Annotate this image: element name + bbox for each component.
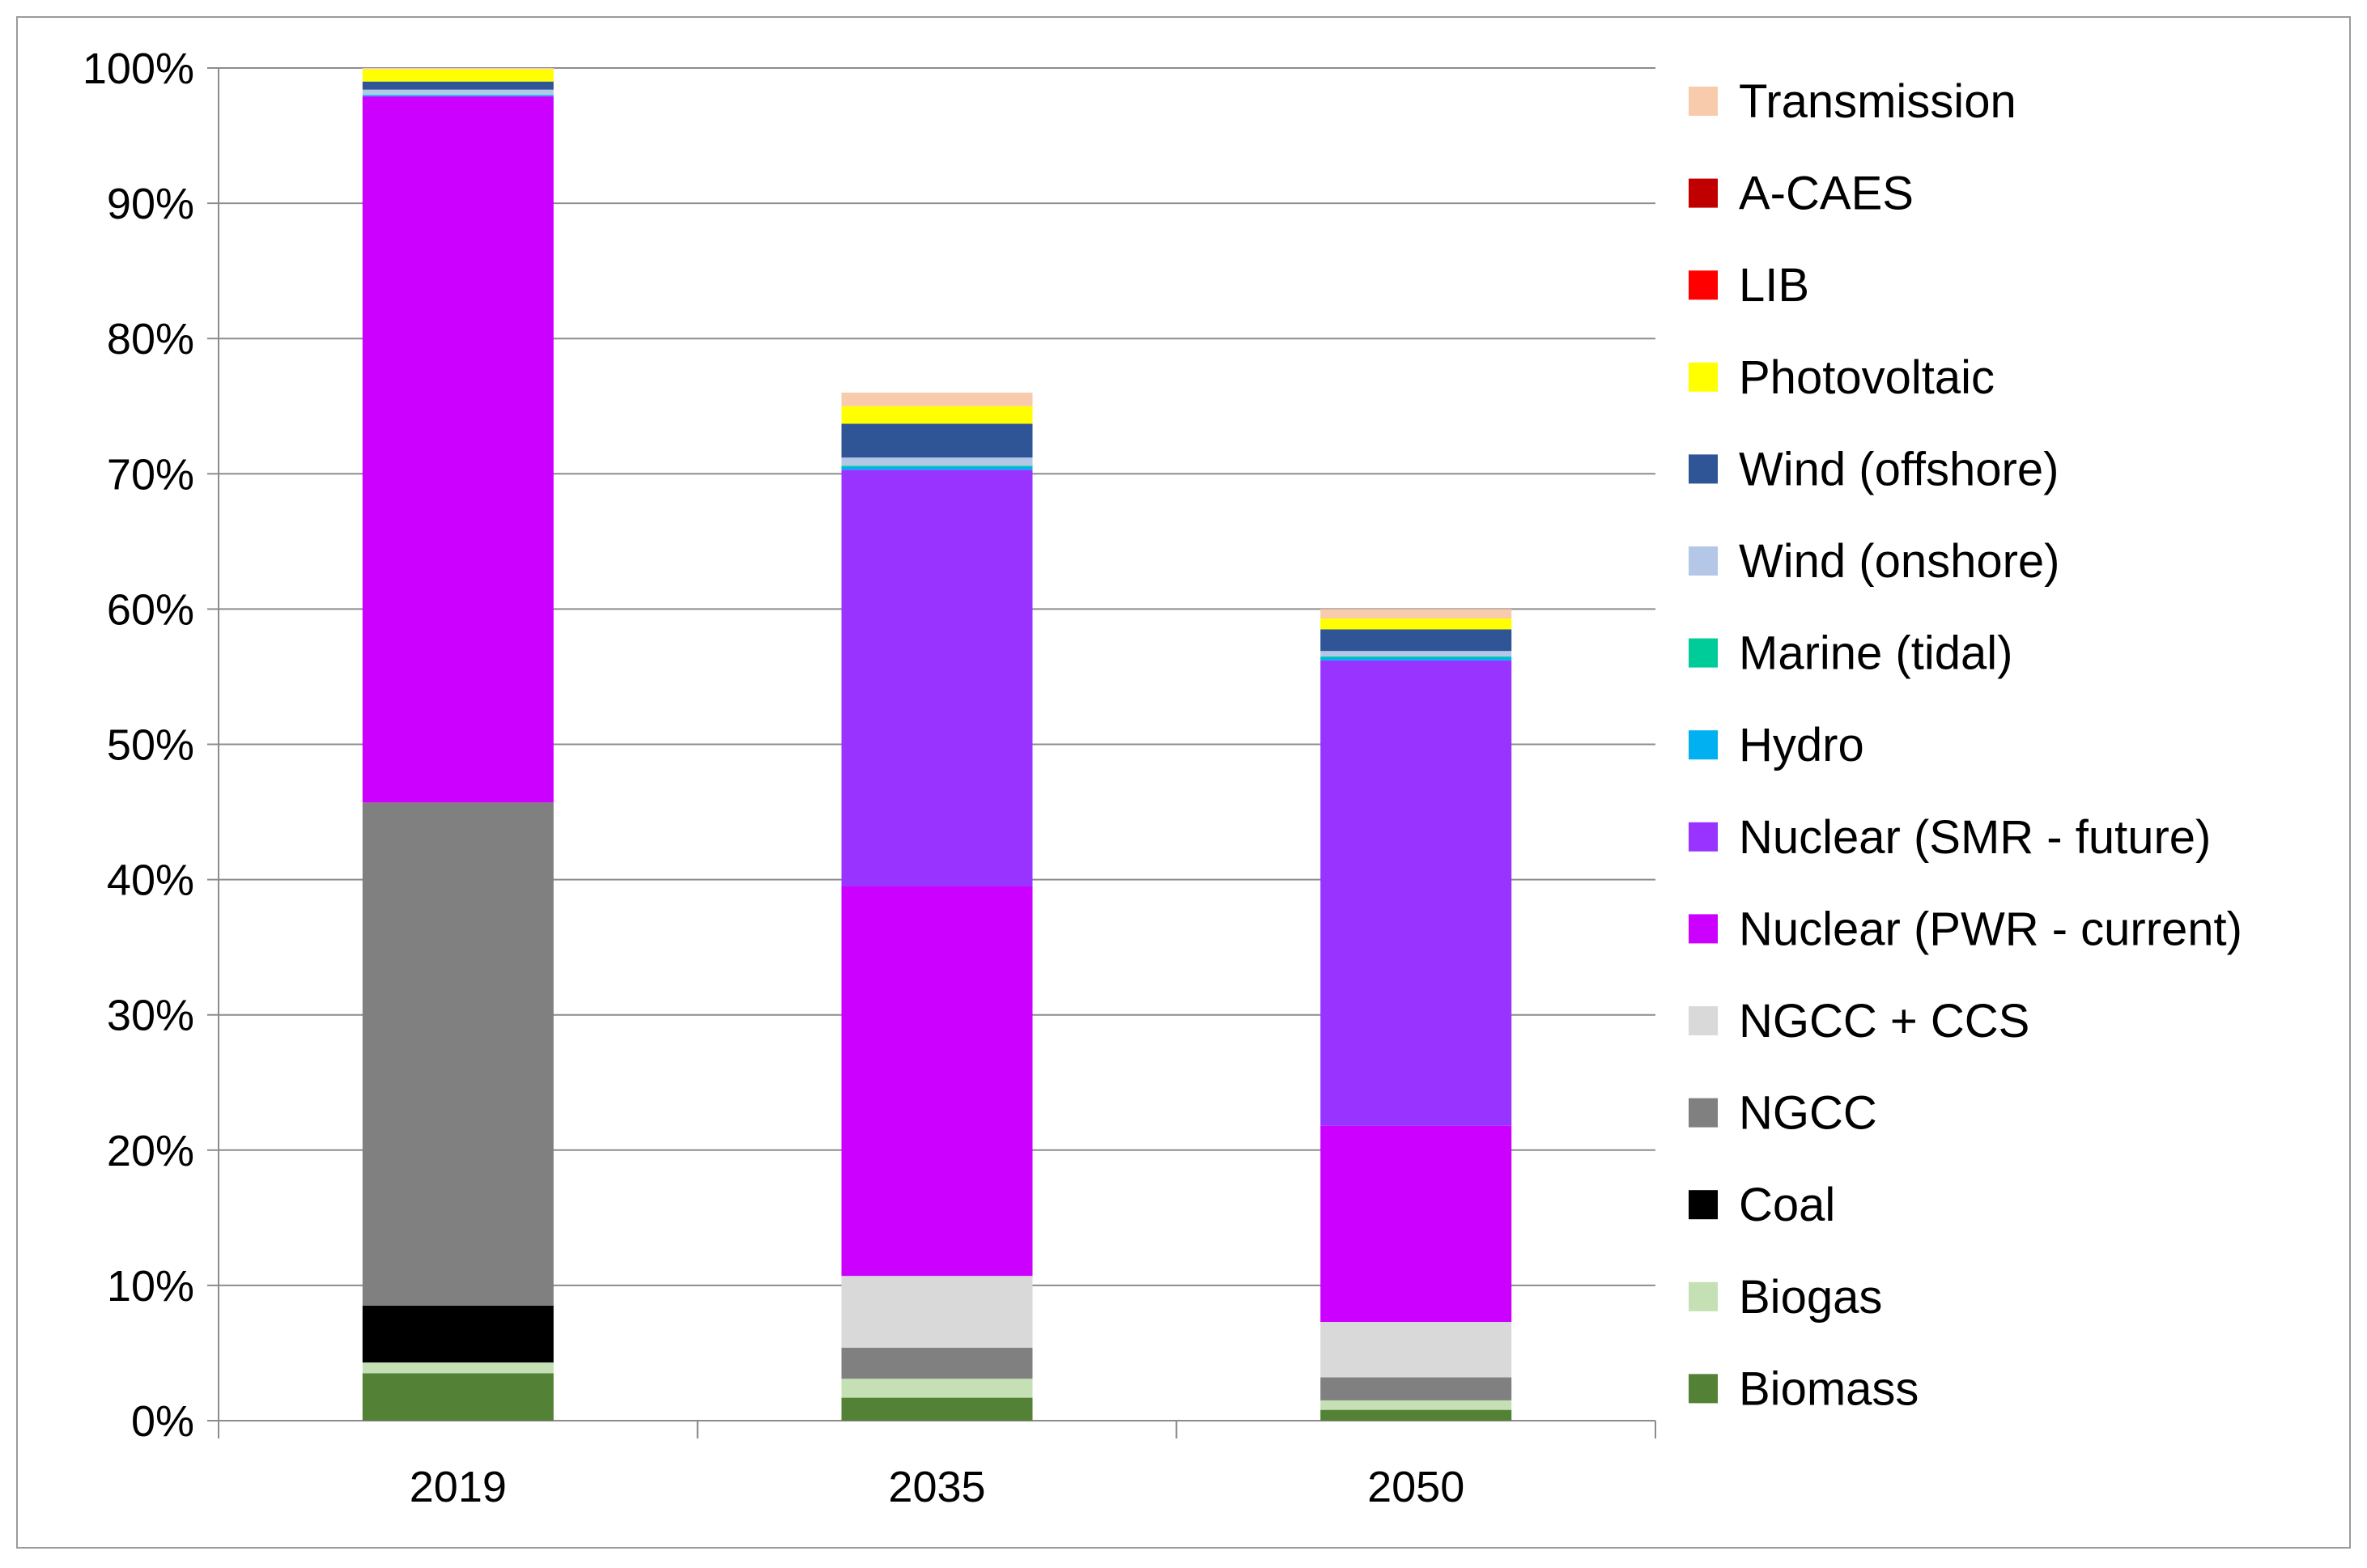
y-tick-label: 80%: [107, 315, 194, 363]
bar-segment-2035-nuclear-pwr-current: [841, 886, 1033, 1277]
y-tick-label: 60%: [107, 585, 194, 634]
legend-label: LIB: [1739, 259, 1809, 312]
y-tick-label: 30%: [107, 992, 194, 1040]
y-tick-label: 40%: [107, 856, 194, 905]
bar-segment-2035-biogas: [841, 1379, 1033, 1398]
bar-segment-2050-wind-onshore: [1320, 651, 1512, 657]
legend-label: Biogas: [1739, 1271, 1882, 1324]
legend: Transmission A-CAES LIB Photovoltaic Wind (o…: [1689, 75, 2242, 1415]
legend-label: Wind (offshore): [1739, 443, 2059, 495]
y-tick-label: 100%: [83, 45, 194, 93]
legend-swatch: [1689, 454, 1718, 484]
legend-label: Marine (tidal): [1739, 627, 2012, 680]
legend-swatch: [1689, 1374, 1718, 1404]
bar-segment-2035-transmission: [841, 393, 1033, 406]
legend-label: NGCC: [1739, 1087, 1877, 1140]
y-tick-label: 20%: [107, 1127, 194, 1175]
x-tick-label: 2035: [888, 1463, 985, 1511]
bar-segment-2019-coal: [362, 1305, 554, 1363]
bar-segment-2019-wind-offshore: [362, 81, 554, 90]
bar-segment-2035-ngcc-ccs: [841, 1276, 1033, 1348]
bars: [362, 68, 1512, 1421]
legend-label: A-CAES: [1739, 168, 1914, 220]
legend-swatch: [1689, 87, 1718, 116]
bar-segment-2035-wind-onshore: [841, 457, 1033, 466]
bar-segment-2050-ngcc-ccs: [1320, 1322, 1512, 1378]
legend-label: NGCC + CCS: [1739, 995, 2029, 1047]
bar-segment-2019-photovoltaic: [362, 69, 554, 82]
x-tick-label: 2019: [410, 1463, 507, 1511]
bar-segment-2019-hydro: [362, 95, 554, 97]
bar-segment-2050-biogas: [1320, 1400, 1512, 1410]
y-tick-label: 0%: [131, 1397, 194, 1446]
bar-segment-2050-nuclear-pwr-current: [1320, 1125, 1512, 1323]
legend-swatch: [1689, 270, 1718, 300]
legend-swatch: [1689, 638, 1718, 668]
legend-label: Hydro: [1739, 719, 1864, 771]
bar-segment-2019-ngcc: [362, 802, 554, 1306]
bar-segment-2050-wind-offshore: [1320, 629, 1512, 652]
legend-swatch: [1689, 1190, 1718, 1220]
legend-label: Coal: [1739, 1179, 1835, 1231]
legend-swatch: [1689, 1006, 1718, 1035]
bar-segment-2035-biomass: [841, 1397, 1033, 1421]
legend-swatch: [1689, 1098, 1718, 1128]
legend-label: Biomass: [1739, 1362, 1919, 1415]
bar-segment-2050-photovoltaic: [1320, 618, 1512, 630]
bar-segment-2050-nuclear-smr-future: [1320, 660, 1512, 1126]
legend-swatch: [1689, 730, 1718, 760]
bar-segment-2035-photovoltaic: [841, 406, 1033, 424]
bar-segment-2050-biomass: [1320, 1409, 1512, 1421]
bar-segment-2019-nuclear-pwr-current: [362, 96, 554, 803]
y-tick-label: 70%: [107, 450, 194, 499]
legend-swatch: [1689, 178, 1718, 208]
bar-segment-2050-marine-tidal: [1320, 656, 1512, 658]
bar-segment-2050-ngcc: [1320, 1377, 1512, 1400]
legend-label: Nuclear (SMR - future): [1739, 811, 2211, 864]
y-tick-label: 90%: [107, 180, 194, 228]
bar-segment-2035-ngcc: [841, 1347, 1033, 1379]
x-tick-label: 2050: [1367, 1463, 1464, 1511]
y-tick-label: 50%: [107, 721, 194, 770]
legend-swatch: [1689, 546, 1718, 576]
legend-label: Nuclear (PWR - current): [1739, 903, 2242, 955]
bar-segment-2050-hydro: [1320, 657, 1512, 661]
legend-swatch: [1689, 914, 1718, 944]
legend-label: Transmission: [1739, 75, 2016, 128]
bar-segment-2050-transmission: [1320, 609, 1512, 619]
legend-label: Wind (onshore): [1739, 535, 2059, 588]
bar-segment-2035-nuclear-smr-future: [841, 470, 1033, 886]
legend-swatch: [1689, 1281, 1718, 1311]
bar-segment-2019-biomass: [362, 1373, 554, 1421]
bar-segment-2035-hydro: [841, 466, 1033, 470]
bar-segment-2035-wind-offshore: [841, 423, 1033, 458]
legend-swatch: [1689, 362, 1718, 392]
y-tick-label: 10%: [107, 1262, 194, 1311]
bar-segment-2019-biogas: [362, 1362, 554, 1374]
legend-label: Photovoltaic: [1739, 351, 1995, 404]
bar-segment-2035-marine-tidal: [841, 465, 1033, 467]
bar-segment-2019-transmission: [362, 68, 554, 70]
bar-segment-2019-wind-onshore: [362, 89, 554, 96]
legend-swatch: [1689, 822, 1718, 852]
